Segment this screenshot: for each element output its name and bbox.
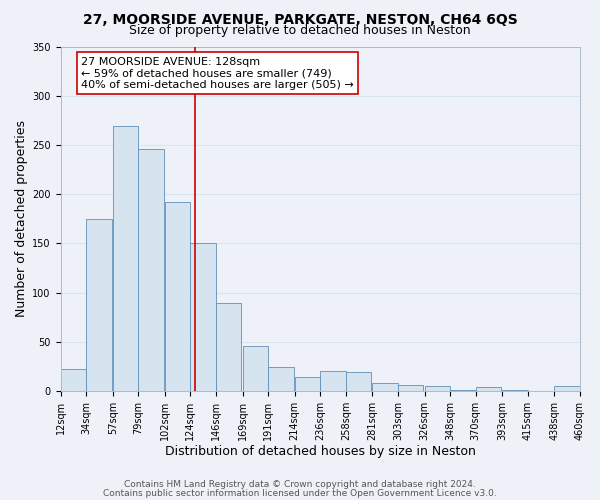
Bar	[190, 244, 216, 391]
Bar	[61, 368, 86, 391]
X-axis label: Distribution of detached houses by size in Neston: Distribution of detached houses by size …	[165, 444, 476, 458]
Text: Contains HM Land Registry data © Crown copyright and database right 2024.: Contains HM Land Registry data © Crown c…	[124, 480, 476, 489]
Bar	[320, 370, 346, 391]
Bar	[425, 386, 450, 391]
Bar	[476, 388, 501, 391]
Text: Size of property relative to detached houses in Neston: Size of property relative to detached ho…	[129, 24, 471, 37]
Bar	[398, 386, 424, 391]
Text: 27, MOORSIDE AVENUE, PARKGATE, NESTON, CH64 6QS: 27, MOORSIDE AVENUE, PARKGATE, NESTON, C…	[83, 12, 517, 26]
Text: Contains public sector information licensed under the Open Government Licence v3: Contains public sector information licen…	[103, 488, 497, 498]
Bar	[502, 390, 528, 391]
Bar	[295, 378, 320, 391]
Bar	[268, 366, 293, 391]
Y-axis label: Number of detached properties: Number of detached properties	[15, 120, 28, 318]
Bar	[86, 219, 112, 391]
Bar	[554, 386, 580, 391]
Text: 27 MOORSIDE AVENUE: 128sqm
← 59% of detached houses are smaller (749)
40% of sem: 27 MOORSIDE AVENUE: 128sqm ← 59% of deta…	[81, 57, 354, 90]
Bar	[450, 390, 476, 391]
Bar	[242, 346, 268, 391]
Bar	[138, 149, 164, 391]
Bar	[346, 372, 371, 391]
Bar	[113, 126, 138, 391]
Bar	[165, 202, 190, 391]
Bar	[373, 384, 398, 391]
Bar	[216, 302, 241, 391]
